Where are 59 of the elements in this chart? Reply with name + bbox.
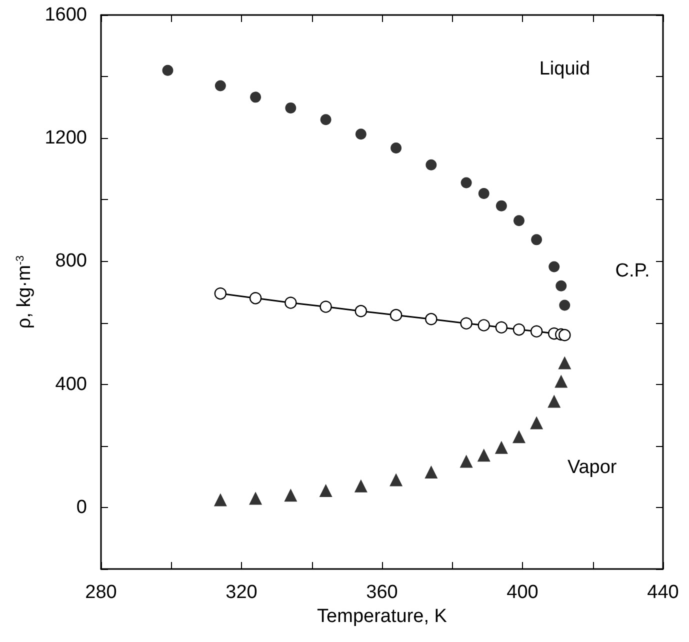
point xyxy=(284,488,298,502)
point xyxy=(426,159,437,170)
point xyxy=(558,328,571,342)
point xyxy=(531,234,542,246)
point xyxy=(530,416,544,430)
point xyxy=(320,114,332,126)
annotation: Vapor xyxy=(567,457,618,478)
point xyxy=(558,356,572,370)
point xyxy=(390,308,402,322)
point xyxy=(530,325,543,338)
annotation: C.P. xyxy=(615,260,650,282)
y-tick-label: 1600 xyxy=(44,4,87,26)
point xyxy=(354,304,368,318)
point xyxy=(214,80,226,92)
point xyxy=(554,374,568,388)
point xyxy=(460,454,473,468)
y-tick-label: 0 xyxy=(76,496,87,518)
point xyxy=(249,292,262,304)
x-tick-label: 280 xyxy=(85,582,117,603)
x-tick-label: 320 xyxy=(226,582,258,603)
point xyxy=(512,323,526,336)
point xyxy=(390,142,402,154)
point xyxy=(425,312,438,326)
point xyxy=(559,300,570,311)
point xyxy=(214,287,227,300)
point xyxy=(390,473,403,486)
point xyxy=(512,430,526,444)
point xyxy=(320,300,332,313)
point xyxy=(495,321,508,334)
y-tick-label: 400 xyxy=(55,374,87,395)
point xyxy=(496,200,507,212)
point xyxy=(556,280,567,292)
point xyxy=(494,440,508,454)
point xyxy=(514,215,524,226)
x-tick-label: 440 xyxy=(647,582,679,603)
point xyxy=(285,102,296,114)
annotation: Liquid xyxy=(539,58,590,80)
point xyxy=(548,394,561,408)
point xyxy=(284,296,297,309)
point xyxy=(354,479,368,492)
point xyxy=(214,493,227,506)
point xyxy=(460,317,472,330)
point xyxy=(460,177,472,188)
point xyxy=(249,492,262,505)
y-tick-label: 800 xyxy=(55,250,87,272)
point xyxy=(355,128,366,140)
point xyxy=(548,261,560,272)
point xyxy=(319,484,332,498)
y-axis-title: ρ, kg·m-3 xyxy=(14,255,35,329)
point xyxy=(424,466,438,479)
x-tick-label: 400 xyxy=(506,582,538,603)
point xyxy=(162,64,174,76)
point xyxy=(250,92,262,103)
point xyxy=(478,319,490,332)
y-tick-label: 1200 xyxy=(44,128,87,149)
x-axis-title: Temperature, K xyxy=(317,606,448,627)
x-tick-label: 360 xyxy=(366,582,398,603)
point xyxy=(477,448,490,462)
point xyxy=(478,188,490,200)
